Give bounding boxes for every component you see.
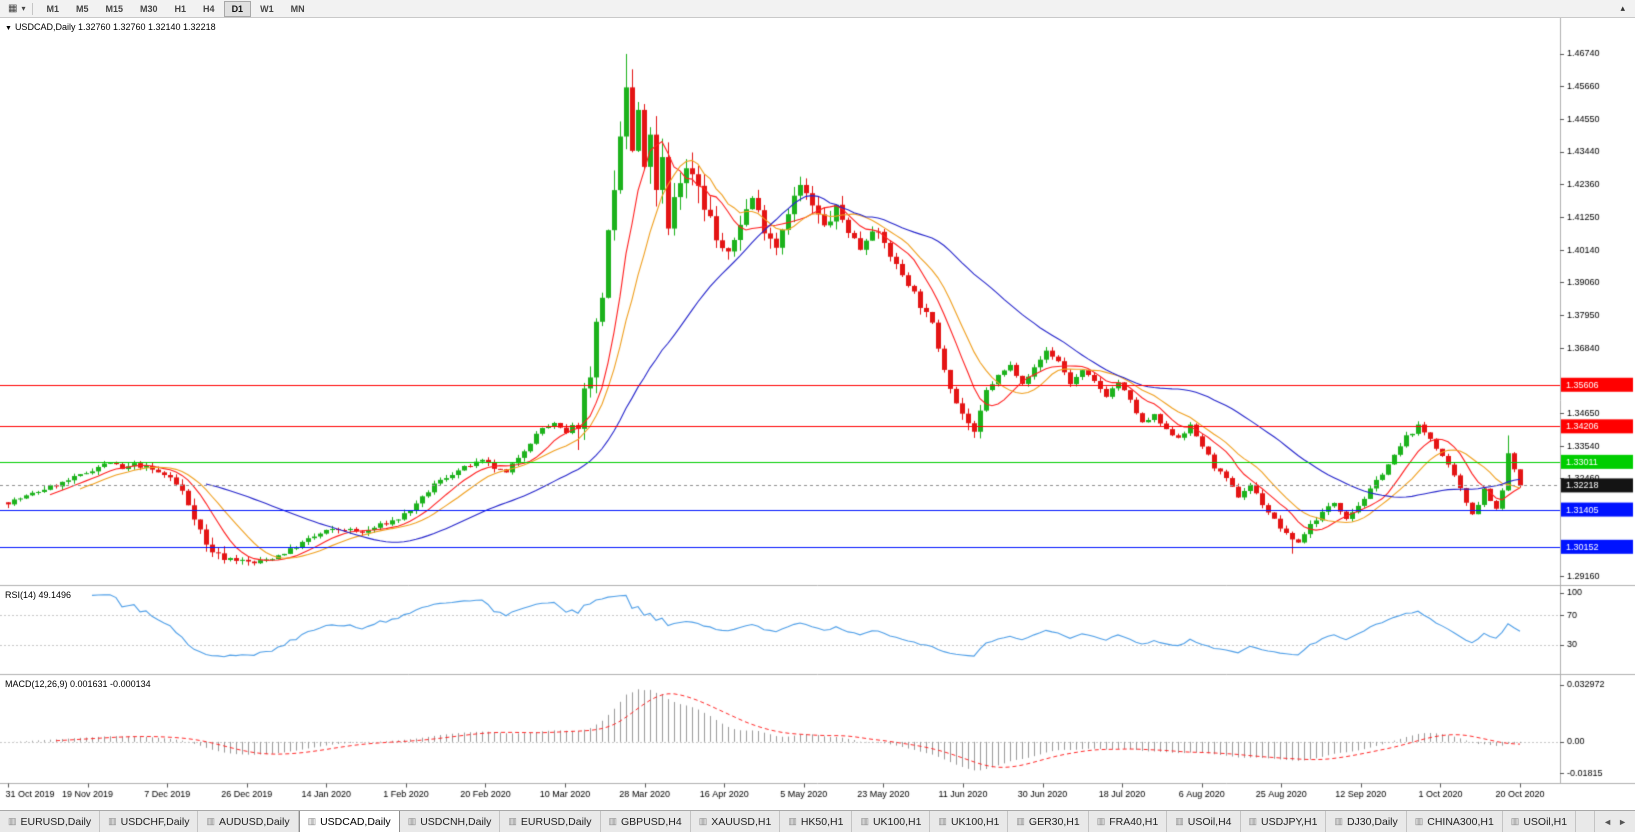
timeframe-d1-button[interactable]: D1 (223, 0, 252, 17)
chart-tab-china300-h1[interactable]: ▥ CHINA300,H1 (1407, 811, 1503, 832)
timeframe-toolbar: ▦ ▾ M1 M5 M15 M30 H1 H4 D1 W1 MN ▴ (0, 0, 1635, 18)
tab-chart-icon: ▥ (698, 816, 708, 826)
chart-type-icon[interactable]: ▦ (8, 2, 18, 14)
tab-label: USDCNH,Daily (420, 815, 492, 828)
tab-label: AUDUSD,Daily (218, 815, 290, 828)
rsi-label: RSI(14) 49.1496 (5, 590, 72, 600)
tab-chart-icon: ▥ (1334, 816, 1343, 826)
chart-tab-usdcnh-daily[interactable]: ▥ USDCNH,Daily (400, 811, 501, 832)
tab-label: USOil,H4 (1187, 815, 1232, 828)
chart-tabbar: ▥ EURUSD,Daily ▥ USDCHF,Daily ▥ AUDUSD,Daily ▥… (0, 810, 1635, 832)
tab-label: EURUSD,Daily (520, 815, 592, 828)
tab-chart-icon: ▥ (1414, 816, 1424, 826)
chart-collapse-icon[interactable]: ▼ (5, 25, 12, 32)
tab-chart-icon: ▥ (1175, 816, 1184, 826)
chart-tab-uk100-h1[interactable]: ▥ UK100,H1 (852, 811, 931, 832)
chart-tab-usoil-h4[interactable]: ▥ USOil,H4 (1167, 811, 1241, 832)
tab-chart-icon: ▥ (1248, 816, 1258, 826)
chart-tab-eurusd-daily[interactable]: ▥ EURUSD,Daily (500, 811, 601, 832)
timeframe-buttons: M1 M5 M15 M30 H1 H4 D1 W1 MN (38, 0, 312, 17)
tab-label: HK50,H1 (800, 815, 844, 828)
tab-chart-icon: ▥ (8, 816, 17, 826)
chart-title: ▼ USDCAD,Daily 1.32760 1.32760 1.32140 1.… (5, 22, 216, 32)
tab-label: UK100,H1 (872, 815, 922, 828)
tab-label: GER30,H1 (1028, 815, 1080, 828)
timeframe-m1-button[interactable]: M1 (46, 3, 59, 14)
tab-scroll-arrows: ◄ ► (1594, 811, 1635, 832)
tab-chart-icon: ▥ (788, 816, 797, 826)
tab-chart-icon: ▥ (407, 816, 417, 826)
tab-label: FRA40,H1 (1109, 815, 1159, 828)
timeframe-w1-button[interactable]: W1 (260, 3, 274, 14)
macd-label: MACD(12,26,9) 0.001631 -0.000134 (5, 679, 151, 689)
toolbar-separator (32, 2, 34, 15)
tab-label: GBPUSD,H4 (621, 815, 682, 828)
tab-label: EURUSD,Daily (20, 815, 92, 828)
tab-label: USDCAD,Daily (320, 815, 391, 828)
tab-chart-icon: ▥ (206, 816, 215, 826)
chart-tab-fra40-h1[interactable]: ▥ FRA40,H1 (1089, 811, 1168, 832)
toolbar-expand-button[interactable]: ▴ (1620, 3, 1625, 13)
tab-label: DJ30,Daily (1346, 815, 1398, 828)
chart-dropdown-caret-icon[interactable]: ▾ (21, 3, 26, 13)
tab-label: UK100,H1 (950, 815, 1000, 828)
tab-label: XAUUSD,H1 (711, 815, 772, 828)
chart-tab-eurusd-daily[interactable]: ▥ EURUSD,Daily (0, 811, 101, 832)
tabs-scroll-left-button[interactable]: ◄ (1603, 816, 1613, 827)
tab-label: CHINA300,H1 (1427, 815, 1494, 828)
timeframe-h4-button[interactable]: H4 (203, 3, 215, 14)
tab-label: USDCHF,Daily (120, 815, 190, 828)
tab-label: USDJPY,H1 (1261, 815, 1318, 828)
chart-tab-usdcad-daily[interactable]: ▥ USDCAD,Daily (298, 811, 400, 832)
chart-tab-xauusd-h1[interactable]: ▥ XAUUSD,H1 (691, 811, 781, 832)
timeframe-m15-button[interactable]: M15 (105, 3, 124, 14)
chart-title-text: USDCAD,Daily 1.32760 1.32760 1.32140 1.3… (14, 22, 216, 32)
tab-chart-icon: ▥ (1510, 816, 1520, 826)
timeframe-m30-button[interactable]: M30 (140, 3, 158, 14)
chart-tab-hk50-h1[interactable]: ▥ HK50,H1 (780, 811, 853, 832)
chart-tab-usdjpy-h1[interactable]: ▥ USDJPY,H1 (1241, 811, 1327, 832)
tab-chart-icon: ▥ (608, 816, 618, 826)
tab-label: USOil,H1 (1523, 815, 1568, 828)
tab-chart-icon: ▥ (508, 816, 517, 826)
chart-tab-uk100-h1[interactable]: ▥ UK100,H1 (930, 811, 1009, 832)
tab-chart-icon: ▥ (108, 816, 117, 826)
timeframe-h1-button[interactable]: H1 (174, 3, 187, 14)
timeframe-mn-button[interactable]: MN (290, 3, 305, 14)
tabs-scroll-right-button[interactable]: ► (1618, 816, 1627, 827)
tab-chart-icon: ▥ (307, 816, 317, 826)
chart-area: ▼ USDCAD,Daily 1.32760 1.32760 1.32140 1.… (0, 18, 1635, 810)
chart-tab-usdchf-daily[interactable]: ▥ USDCHF,Daily (100, 811, 199, 832)
chart-tab-gbpusd-h4[interactable]: ▥ GBPUSD,H4 (601, 811, 691, 832)
tab-chart-icon: ▥ (938, 816, 947, 826)
tab-chart-icon: ▥ (860, 816, 869, 826)
chart-tab-usoil-h1[interactable]: ▥ USOil,H1 (1503, 811, 1577, 832)
timeframe-m5-button[interactable]: M5 (75, 3, 89, 14)
chart-tab-dj30-daily[interactable]: ▥ DJ30,Daily (1326, 811, 1407, 832)
chart-tab-ger30-h1[interactable]: ▥ GER30,H1 (1008, 811, 1089, 832)
chart-tabs: ▥ EURUSD,Daily ▥ USDCHF,Daily ▥ AUDUSD,Daily ▥… (0, 811, 1594, 832)
tab-chart-icon: ▥ (1016, 816, 1025, 826)
tab-chart-icon: ▥ (1096, 816, 1106, 826)
chart-tab-audusd-daily[interactable]: ▥ AUDUSD,Daily (198, 811, 299, 832)
price-chart-canvas[interactable] (0, 18, 1635, 810)
